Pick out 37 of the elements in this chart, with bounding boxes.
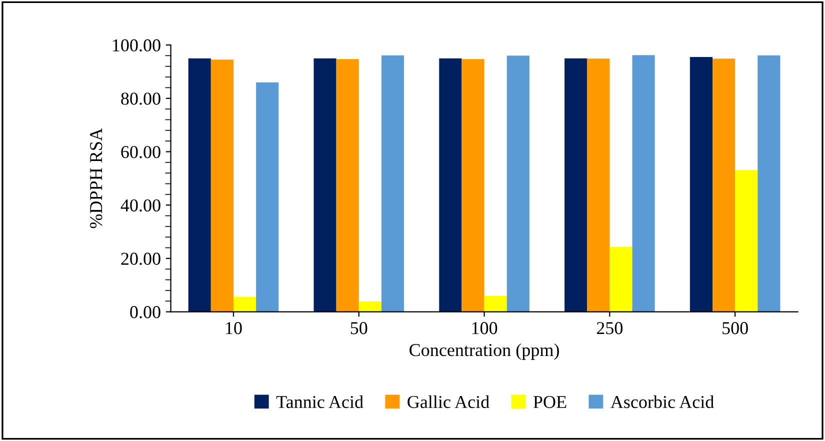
- x-tick-label: 250: [596, 322, 623, 334]
- bar: [233, 296, 256, 312]
- y-tick-label: 40.00: [120, 199, 160, 212]
- bar: [484, 296, 507, 312]
- legend-label: Ascorbic Acid: [610, 395, 714, 408]
- bar: [256, 82, 279, 312]
- y-tick-label: 20.00: [121, 252, 160, 265]
- legend-label: Gallic Acid: [408, 395, 490, 408]
- bar: [381, 55, 404, 312]
- bar: [336, 59, 359, 312]
- legend-label: Tannic Acid: [276, 395, 364, 408]
- bar: [358, 301, 382, 312]
- y-tick-label: 0.00: [130, 306, 160, 318]
- y-tick-label: 100.00: [112, 39, 160, 52]
- x-tick-label: 50: [350, 322, 368, 334]
- y-tick-label: 60.00: [121, 146, 160, 158]
- bar: [690, 56, 713, 312]
- x-tick-label: 100: [472, 322, 498, 334]
- bar: [735, 170, 758, 312]
- y-tick-label: 80.00: [121, 92, 160, 105]
- bar: [188, 58, 211, 312]
- bar: [758, 55, 780, 312]
- x-tick-label: 500: [722, 322, 748, 334]
- bar: [610, 246, 632, 312]
- x-axis-title: Concentration (ppm): [410, 343, 559, 360]
- bar: [439, 58, 462, 312]
- bar: [587, 58, 610, 312]
- bar: [632, 55, 655, 312]
- bar: [506, 56, 530, 312]
- x-tick-label: 10: [226, 322, 242, 334]
- bar: [564, 58, 588, 312]
- bar: [462, 59, 484, 312]
- bar: [712, 58, 736, 312]
- legend-label: POE: [533, 396, 566, 408]
- y-axis-title: %DPPH RSA: [90, 128, 102, 228]
- bar: [210, 60, 234, 312]
- bar: [314, 58, 336, 312]
